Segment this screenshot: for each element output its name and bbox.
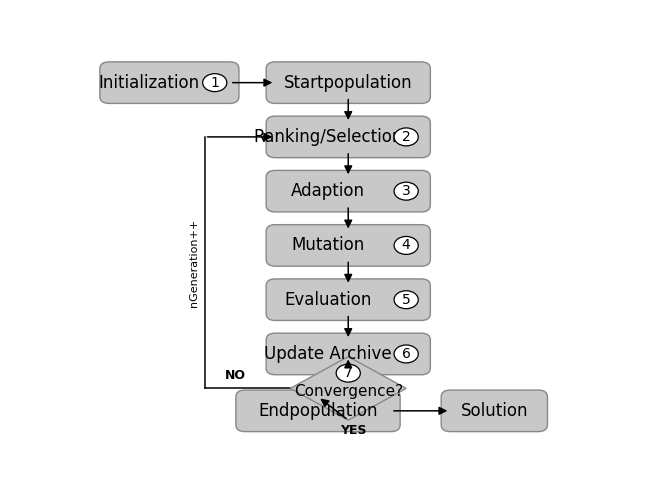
Text: Update Archive: Update Archive <box>265 345 392 363</box>
Text: 6: 6 <box>402 347 411 361</box>
Circle shape <box>394 182 418 200</box>
Text: Endpopulation: Endpopulation <box>258 402 378 420</box>
FancyBboxPatch shape <box>236 390 400 432</box>
Circle shape <box>394 345 418 363</box>
FancyBboxPatch shape <box>266 279 430 320</box>
Circle shape <box>394 291 418 309</box>
Circle shape <box>336 364 360 382</box>
FancyBboxPatch shape <box>266 116 430 157</box>
FancyBboxPatch shape <box>100 62 239 104</box>
Text: 3: 3 <box>402 184 411 198</box>
Text: 2: 2 <box>402 130 411 144</box>
Text: 5: 5 <box>402 293 411 307</box>
FancyBboxPatch shape <box>266 333 430 375</box>
Text: Startpopulation: Startpopulation <box>284 74 413 92</box>
Text: Adaption: Adaption <box>291 182 365 200</box>
Text: 7: 7 <box>344 366 352 380</box>
Text: YES: YES <box>340 424 367 437</box>
Text: Convergence?: Convergence? <box>294 384 403 399</box>
FancyBboxPatch shape <box>266 225 430 266</box>
FancyBboxPatch shape <box>266 62 430 104</box>
FancyBboxPatch shape <box>441 390 547 432</box>
Text: 1: 1 <box>211 76 219 89</box>
Circle shape <box>394 237 418 254</box>
Text: Evaluation: Evaluation <box>285 291 372 309</box>
Text: Solution: Solution <box>461 402 528 420</box>
Text: nGeneration++: nGeneration++ <box>188 219 199 307</box>
Circle shape <box>394 128 418 146</box>
Text: 4: 4 <box>402 239 411 252</box>
FancyBboxPatch shape <box>266 171 430 212</box>
Polygon shape <box>291 357 406 420</box>
Text: Initialization: Initialization <box>99 74 200 92</box>
Text: Mutation: Mutation <box>291 236 365 255</box>
Text: Ranking/Selection: Ranking/Selection <box>254 128 403 146</box>
Circle shape <box>203 74 227 92</box>
Text: NO: NO <box>225 369 246 382</box>
